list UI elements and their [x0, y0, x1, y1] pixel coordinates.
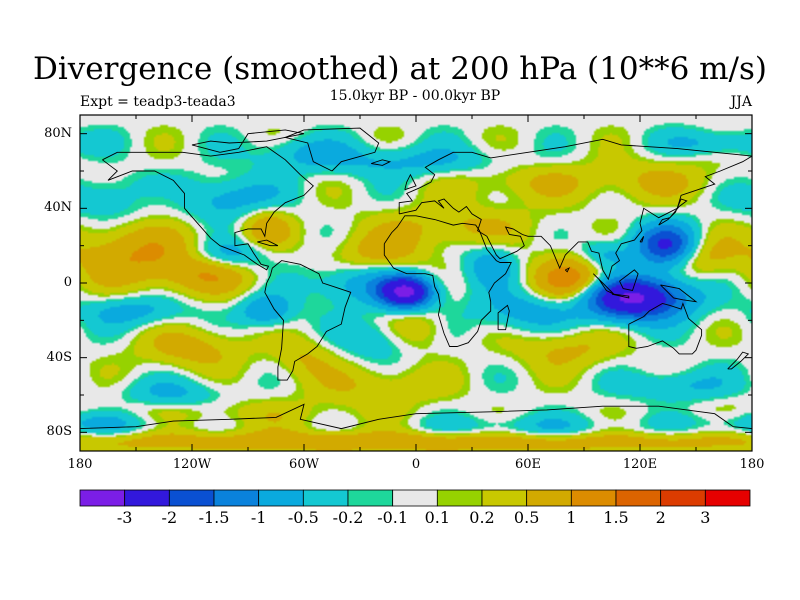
lon-tick-label: 60E	[514, 457, 542, 472]
colorbar-swatch	[481, 489, 528, 507]
coastline-segment	[404, 173, 417, 191]
coastline-segment	[564, 267, 571, 273]
colorbar-swatch	[213, 489, 260, 507]
lat-tick-label: 40N	[44, 200, 72, 216]
colorbar-swatch	[392, 489, 438, 507]
coastline-segment	[592, 273, 615, 295]
season-label: JJA	[730, 94, 752, 110]
colorbar-label: -3	[116, 508, 133, 527]
colorbar-swatch	[704, 489, 751, 507]
coastline-segment	[371, 159, 392, 166]
colorbar-swatch	[660, 489, 706, 507]
colorbar-swatch	[124, 489, 170, 507]
divergence-field	[80, 115, 752, 451]
coastline-segment	[497, 304, 510, 331]
lon-tick-label: 60W	[289, 457, 319, 472]
lat-tick-label: 80N	[44, 125, 72, 141]
coastlines	[80, 127, 752, 430]
coastline-segment	[639, 236, 645, 243]
coastline-segment	[383, 215, 512, 347]
colorbar-label: -0.2	[332, 508, 364, 527]
axis-ticks	[79, 115, 753, 451]
plot-title: Divergence (smoothed) at 200 hPa (10**6 …	[33, 51, 767, 87]
experiment-label: Expt = teadp3-teada3	[80, 94, 236, 110]
coastline-segment	[619, 269, 639, 292]
colorbar-swatch	[302, 489, 349, 507]
colorbar-label: 3	[700, 508, 711, 527]
coastline-segment	[628, 302, 703, 355]
lat-tick-label: 80S	[46, 424, 72, 440]
coastline-segment	[80, 403, 752, 430]
lat-tick-label: 0	[63, 275, 72, 290]
coastline-segment	[398, 138, 752, 281]
colorbar-swatch	[347, 489, 394, 507]
coastline-segment	[191, 129, 305, 153]
colorbar-label: 0.1	[424, 508, 451, 527]
colorbar-label: 0.5	[513, 508, 540, 527]
colorbar	[79, 489, 751, 507]
coastline-segment	[611, 293, 630, 299]
lon-tick-label: 0	[411, 457, 421, 472]
colorbar-swatch	[258, 489, 304, 507]
coastline-segment	[257, 239, 279, 247]
plot-subtitle: 15.0kyr BP - 00.0kyr BP	[329, 88, 501, 104]
colorbar-label: -2	[161, 508, 178, 527]
colorbar-label: 1.5	[603, 508, 629, 527]
colorbar-label: 2	[655, 508, 666, 527]
coastline-segment	[102, 146, 314, 271]
lon-tick-label: 120W	[172, 457, 212, 472]
colorbar-label: -1.5	[198, 508, 230, 527]
lat-tick-label: 40S	[46, 349, 72, 365]
colorbar-swatch	[526, 489, 572, 507]
lon-tick-label: 180	[67, 457, 93, 472]
colorbar-swatch	[168, 489, 215, 507]
lon-tick-label: 180	[739, 457, 765, 472]
coastline-segment	[660, 284, 698, 303]
colorbar-label: 1	[566, 508, 577, 527]
colorbar-label: 0.2	[469, 508, 495, 527]
colorbar-swatch	[615, 489, 662, 507]
lon-tick-label: 120E	[622, 457, 658, 472]
colorbar-swatch	[79, 489, 126, 507]
coastline-segment	[658, 198, 688, 226]
coastline-segment	[727, 351, 750, 370]
colorbar-label: -1	[250, 508, 267, 527]
colorbar-swatch	[436, 489, 483, 507]
coastline-segment	[283, 127, 380, 172]
colorbar-swatch	[570, 489, 617, 507]
colorbar-label: -0.1	[377, 508, 409, 527]
colorbar-label: -0.5	[287, 508, 319, 527]
coastline-segment	[264, 260, 352, 381]
